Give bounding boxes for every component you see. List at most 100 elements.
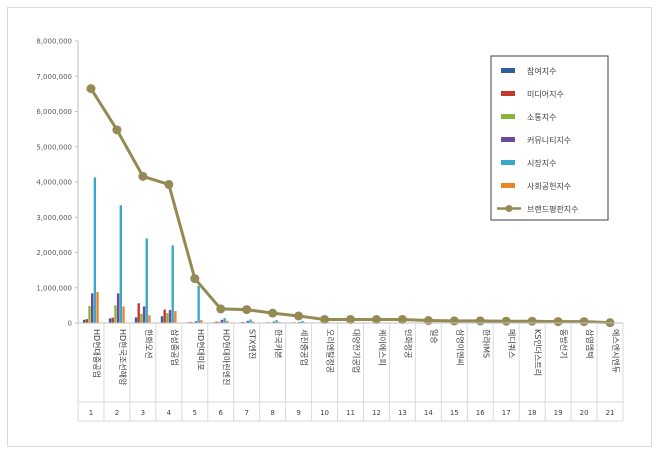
category-label: HD현대미포 bbox=[196, 329, 205, 371]
rank-label: 1 bbox=[89, 409, 93, 417]
line-point bbox=[164, 179, 174, 189]
bar bbox=[160, 316, 164, 323]
bar bbox=[111, 317, 114, 323]
bar bbox=[223, 318, 226, 323]
rank-label: 4 bbox=[167, 409, 172, 417]
line-point bbox=[449, 316, 459, 326]
bar bbox=[85, 319, 88, 323]
bar bbox=[215, 321, 218, 323]
line-point bbox=[346, 314, 355, 324]
line-point bbox=[320, 314, 330, 324]
y-tick-label: 6,000,000 bbox=[36, 108, 72, 116]
rank-label: 7 bbox=[244, 409, 248, 417]
category-label: 한라IMS bbox=[481, 329, 490, 358]
rank-label: 3 bbox=[141, 409, 145, 417]
rank-label: 9 bbox=[296, 409, 300, 417]
bar bbox=[108, 318, 112, 323]
category-label: 케이에스피 bbox=[377, 329, 387, 366]
category-label: 에스엔시엔듀 bbox=[611, 329, 621, 373]
y-tick-label: 1,000,000 bbox=[36, 284, 72, 292]
rank-label: 6 bbox=[219, 409, 224, 417]
line-point bbox=[86, 84, 96, 94]
brand-line-series bbox=[86, 84, 615, 328]
category-label: HD현대중공업 bbox=[92, 329, 101, 378]
bar bbox=[93, 177, 97, 323]
rank-label: 13 bbox=[398, 409, 407, 417]
line-point bbox=[397, 314, 407, 324]
bar bbox=[145, 238, 148, 323]
category-label: STX엔진 bbox=[248, 329, 258, 359]
bar bbox=[194, 321, 198, 323]
bar bbox=[249, 319, 252, 323]
rank-label: 5 bbox=[193, 409, 197, 417]
bar bbox=[220, 319, 224, 323]
line-point bbox=[294, 311, 304, 321]
rank-label: 19 bbox=[554, 409, 563, 417]
legend-swatch bbox=[501, 68, 515, 73]
legend-label: 사회공헌지수 bbox=[527, 182, 571, 191]
bar bbox=[298, 321, 301, 323]
rank-label: 20 bbox=[580, 409, 589, 417]
y-tick-label: 4,000,000 bbox=[36, 179, 72, 187]
y-tick-label: 8,000,000 bbox=[36, 38, 72, 46]
line-point bbox=[112, 125, 122, 135]
legend-swatch bbox=[501, 91, 515, 96]
category-label: 세진중공업 bbox=[300, 329, 310, 366]
line-point bbox=[371, 314, 381, 324]
bar bbox=[218, 321, 221, 323]
y-tick-label: 3,000,000 bbox=[36, 214, 72, 222]
bar bbox=[82, 319, 86, 323]
line-point bbox=[216, 304, 226, 314]
rank-label: 14 bbox=[424, 409, 433, 417]
bar bbox=[142, 306, 146, 323]
legend-label: 참여지수 bbox=[527, 66, 556, 76]
bar bbox=[197, 285, 200, 323]
bar bbox=[174, 311, 177, 323]
bar bbox=[114, 305, 117, 323]
category-label: 삼영엠텍 bbox=[585, 329, 595, 358]
legend-label: 소통지수 bbox=[527, 113, 556, 122]
legend-label: 미디어지수 bbox=[527, 89, 564, 99]
legend-swatch bbox=[501, 137, 515, 142]
bar bbox=[116, 293, 120, 323]
bar bbox=[148, 315, 151, 323]
legend-swatch bbox=[501, 114, 515, 119]
line-point bbox=[423, 316, 433, 326]
bar bbox=[241, 321, 244, 323]
rank-label: 21 bbox=[606, 409, 615, 417]
bar bbox=[88, 306, 91, 323]
bar bbox=[168, 309, 172, 323]
category-label: 인화정공 bbox=[403, 329, 413, 358]
bar bbox=[226, 320, 229, 323]
legend-swatch bbox=[501, 160, 515, 165]
x-axis: HD현대중공업 1 HD한국조선해양 2 한화오션 3 삼성중공업 4 HD현대미포 5 HD현대마… bbox=[77, 322, 624, 422]
bar bbox=[137, 303, 140, 323]
category-label: 한국카본 bbox=[274, 329, 283, 358]
category-label: 메디쿼스 bbox=[507, 329, 517, 358]
y-tick-label: 5,000,000 bbox=[36, 143, 72, 151]
bar bbox=[189, 321, 192, 323]
legend-label: 커뮤니티지수 bbox=[527, 135, 571, 145]
bar bbox=[272, 321, 276, 323]
bar bbox=[119, 205, 122, 323]
rank-label: 10 bbox=[320, 409, 329, 417]
bar bbox=[278, 321, 281, 323]
line-point bbox=[138, 171, 148, 181]
rank-label: 8 bbox=[270, 409, 274, 417]
legend-label: 브랜드평판지수 bbox=[527, 204, 579, 214]
y-tick-label: 0 bbox=[68, 320, 72, 328]
rank-label: 17 bbox=[502, 409, 511, 417]
line-point bbox=[579, 317, 589, 327]
brand-reputation-chart: 0 1,000,000 2,000,000 3,000,000 4,000,000 5,0… bbox=[36, 38, 624, 422]
legend-line-marker bbox=[505, 205, 513, 212]
category-label: 대양전기공업 bbox=[352, 329, 362, 373]
line-point bbox=[190, 274, 200, 284]
y-tick-label: 7,000,000 bbox=[36, 73, 72, 81]
category-label: KS인더스트리 bbox=[533, 329, 543, 376]
line-point bbox=[527, 316, 537, 326]
bar bbox=[200, 320, 203, 323]
category-label: 오리엔탈정공 bbox=[326, 329, 336, 373]
rank-label: 12 bbox=[372, 409, 381, 417]
line-point bbox=[242, 305, 252, 315]
